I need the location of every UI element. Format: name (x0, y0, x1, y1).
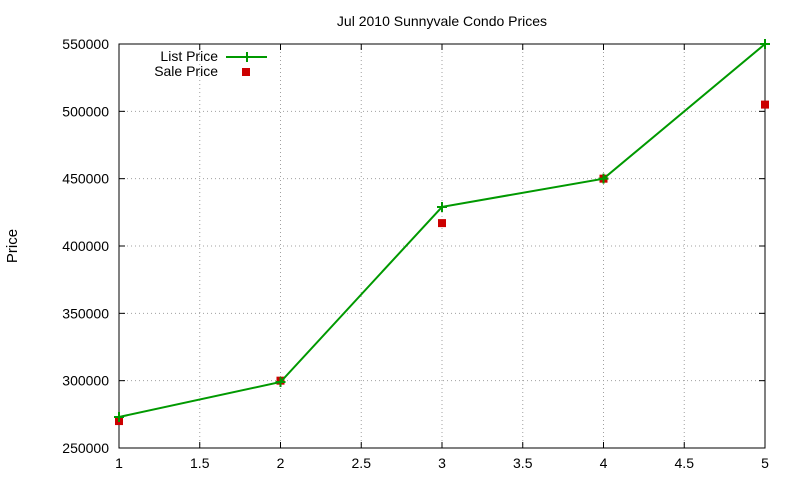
x-tick-label: 5 (761, 455, 769, 471)
list-price-point (437, 201, 447, 212)
list-price-point (760, 39, 770, 49)
x-tick-label: 4.5 (675, 455, 695, 471)
y-tick-label: 350000 (62, 305, 109, 321)
y-axis-label: Price (4, 229, 21, 263)
y-tick-label: 500000 (62, 103, 109, 119)
chart-title: Jul 2010 Sunnyvale Condo Prices (337, 13, 547, 29)
x-tick-label: 4 (600, 455, 608, 471)
legend-label-list-price: List Price (160, 48, 218, 64)
y-tick-labels: 250000 300000 350000 400000 450000 500000 5500… (62, 36, 109, 456)
sale-price-point (438, 219, 446, 228)
list-price-line (118, 43, 766, 418)
x-tick-label: 1 (115, 455, 123, 471)
list-price-point (114, 412, 124, 423)
legend-marker-sale-price (242, 68, 250, 76)
x-tick-label: 3 (438, 455, 446, 471)
legend-label-sale-price: Sale Price (154, 63, 218, 79)
x-tick-label: 2 (277, 455, 285, 471)
x-tick-label: 3.5 (513, 455, 533, 471)
y-tick-label: 400000 (62, 238, 109, 254)
y-tick-label: 550000 (62, 36, 109, 52)
x-tick-label: 1.5 (190, 455, 210, 471)
y-tick-label: 300000 (62, 373, 109, 389)
list-price-point (598, 173, 609, 184)
legend-marker-list-price (242, 52, 252, 62)
grid-lines (119, 44, 765, 448)
x-tick-labels: 1 1.5 2 2.5 3 3.5 4 4.5 5 (115, 455, 769, 471)
data-series (114, 39, 770, 426)
y-tick-label: 250000 (62, 440, 109, 456)
y-tick-label: 450000 (62, 171, 109, 187)
legend: List Price Sale Price (154, 48, 267, 79)
axis-ticks (118, 43, 766, 449)
sale-price-point (761, 100, 769, 109)
x-tick-label: 2.5 (352, 455, 372, 471)
list-price-point (275, 377, 286, 388)
